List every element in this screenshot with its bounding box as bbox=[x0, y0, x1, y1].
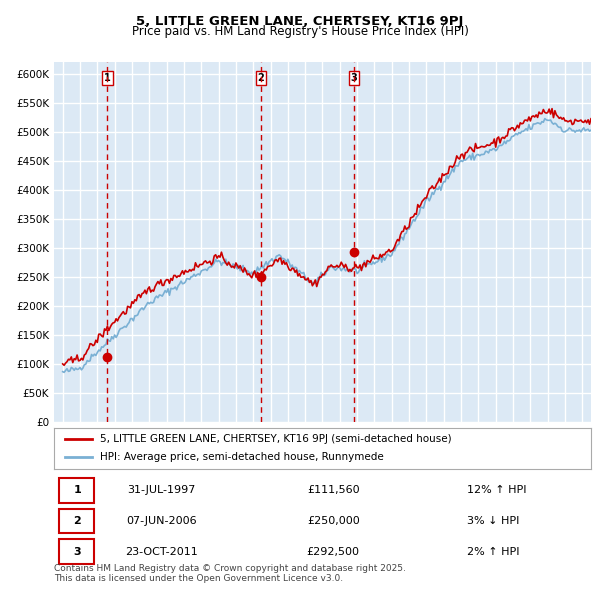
Text: £111,560: £111,560 bbox=[307, 486, 359, 495]
Text: 23-OCT-2011: 23-OCT-2011 bbox=[125, 547, 198, 556]
FancyBboxPatch shape bbox=[59, 509, 94, 533]
Text: £250,000: £250,000 bbox=[307, 516, 359, 526]
Text: 31-JUL-1997: 31-JUL-1997 bbox=[127, 486, 196, 495]
Text: 2% ↑ HPI: 2% ↑ HPI bbox=[467, 547, 520, 556]
Text: 1: 1 bbox=[104, 73, 111, 83]
FancyBboxPatch shape bbox=[59, 539, 94, 564]
Text: Contains HM Land Registry data © Crown copyright and database right 2025.
This d: Contains HM Land Registry data © Crown c… bbox=[54, 563, 406, 583]
FancyBboxPatch shape bbox=[59, 478, 94, 503]
Text: 07-JUN-2006: 07-JUN-2006 bbox=[126, 516, 197, 526]
Text: £292,500: £292,500 bbox=[307, 547, 360, 556]
Text: 5, LITTLE GREEN LANE, CHERTSEY, KT16 9PJ: 5, LITTLE GREEN LANE, CHERTSEY, KT16 9PJ bbox=[136, 15, 464, 28]
Text: 3% ↓ HPI: 3% ↓ HPI bbox=[467, 516, 520, 526]
Text: 2: 2 bbox=[257, 73, 264, 83]
Text: 2: 2 bbox=[73, 516, 81, 526]
Text: 3: 3 bbox=[350, 73, 357, 83]
Text: 1: 1 bbox=[73, 486, 81, 495]
Text: 12% ↑ HPI: 12% ↑ HPI bbox=[467, 486, 527, 495]
Text: 5, LITTLE GREEN LANE, CHERTSEY, KT16 9PJ (semi-detached house): 5, LITTLE GREEN LANE, CHERTSEY, KT16 9PJ… bbox=[100, 434, 451, 444]
Text: 3: 3 bbox=[73, 547, 81, 556]
Text: Price paid vs. HM Land Registry's House Price Index (HPI): Price paid vs. HM Land Registry's House … bbox=[131, 25, 469, 38]
Text: HPI: Average price, semi-detached house, Runnymede: HPI: Average price, semi-detached house,… bbox=[100, 453, 383, 463]
